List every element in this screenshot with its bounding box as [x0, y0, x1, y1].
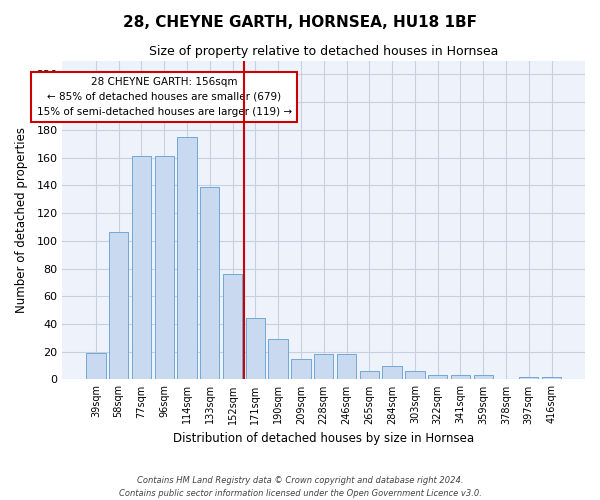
- Bar: [542, 376, 561, 380]
- Bar: [132, 156, 151, 380]
- Bar: [178, 137, 197, 380]
- Text: Contains HM Land Registry data © Crown copyright and database right 2024.
Contai: Contains HM Land Registry data © Crown c…: [119, 476, 481, 498]
- Bar: [382, 366, 402, 380]
- Bar: [405, 371, 425, 380]
- Bar: [428, 376, 448, 380]
- Title: Size of property relative to detached houses in Hornsea: Size of property relative to detached ho…: [149, 45, 499, 58]
- Bar: [109, 232, 128, 380]
- Text: 28, CHEYNE GARTH, HORNSEA, HU18 1BF: 28, CHEYNE GARTH, HORNSEA, HU18 1BF: [123, 15, 477, 30]
- Text: 28 CHEYNE GARTH: 156sqm
← 85% of detached houses are smaller (679)
15% of semi-d: 28 CHEYNE GARTH: 156sqm ← 85% of detache…: [37, 77, 292, 117]
- Y-axis label: Number of detached properties: Number of detached properties: [15, 127, 28, 313]
- Bar: [245, 318, 265, 380]
- Bar: [451, 376, 470, 380]
- Bar: [155, 156, 174, 380]
- Bar: [200, 186, 220, 380]
- Bar: [86, 353, 106, 380]
- Bar: [314, 354, 334, 380]
- Bar: [223, 274, 242, 380]
- Bar: [519, 376, 538, 380]
- Bar: [291, 358, 311, 380]
- Bar: [268, 339, 288, 380]
- Bar: [473, 376, 493, 380]
- Bar: [337, 354, 356, 380]
- Bar: [359, 371, 379, 380]
- X-axis label: Distribution of detached houses by size in Hornsea: Distribution of detached houses by size …: [173, 432, 474, 445]
